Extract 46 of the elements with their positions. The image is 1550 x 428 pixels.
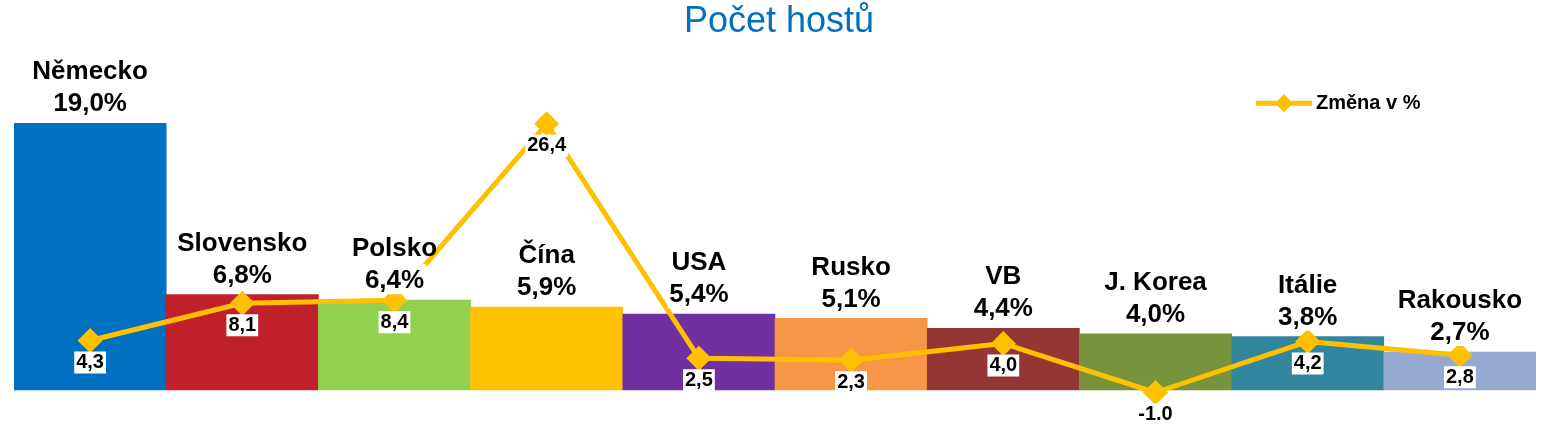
x-tick-label: Čína — [518, 239, 576, 270]
x-tick-label: Polsko — [351, 232, 438, 263]
point — [535, 112, 559, 136]
data-label: 8,4 — [380, 309, 410, 332]
data-label: 2,5 — [684, 367, 713, 390]
data-label: 6,8% — [212, 258, 272, 289]
data-label: 2,7% — [1430, 316, 1490, 347]
data-label: 19,0% — [53, 87, 127, 118]
x-tick-label: J. Korea — [1104, 266, 1208, 296]
bar — [318, 299, 471, 391]
bar — [622, 313, 776, 391]
data-label: 4,3 — [76, 350, 105, 373]
point — [1296, 330, 1320, 354]
bar — [14, 122, 167, 391]
data-label: 3,8% — [1278, 300, 1338, 331]
x-tick-label: Itálie — [1278, 268, 1338, 299]
chart-title: Počet hostů — [683, 0, 875, 40]
data-label: 26,4 — [527, 133, 568, 156]
point — [991, 331, 1015, 355]
point — [1144, 381, 1167, 404]
data-label: -1.0 — [1138, 402, 1173, 425]
point — [78, 329, 102, 353]
bar — [165, 294, 319, 391]
data-label: 5,1% — [821, 282, 881, 313]
data-label: 2,8 — [1445, 364, 1474, 387]
x-tick-label: Slovensko — [177, 226, 308, 257]
x-tick-label: VB — [985, 260, 1022, 291]
bar — [470, 306, 624, 391]
x-tick-label: USA — [671, 246, 727, 277]
data-label: 5,4% — [669, 278, 729, 309]
data-label: 2,3 — [837, 369, 866, 392]
point — [687, 346, 711, 370]
point — [230, 291, 254, 315]
x-tick-label: Rakousko — [1397, 284, 1523, 315]
x-tick-label: Německo — [32, 55, 148, 86]
data-label: 4,0% — [1125, 298, 1186, 328]
data-label: 4,2 — [1293, 351, 1322, 374]
x-tick-label: Rusko — [811, 250, 891, 281]
data-label: 4,4% — [973, 292, 1033, 323]
data-label: 8,1 — [228, 312, 257, 335]
data-label: 5,9% — [517, 271, 577, 302]
data-label: 6,4% — [364, 264, 425, 295]
data-label: 4,0 — [989, 352, 1018, 375]
point — [839, 348, 863, 372]
legend-label: Změna v % — [1316, 90, 1421, 113]
point — [1448, 343, 1472, 367]
